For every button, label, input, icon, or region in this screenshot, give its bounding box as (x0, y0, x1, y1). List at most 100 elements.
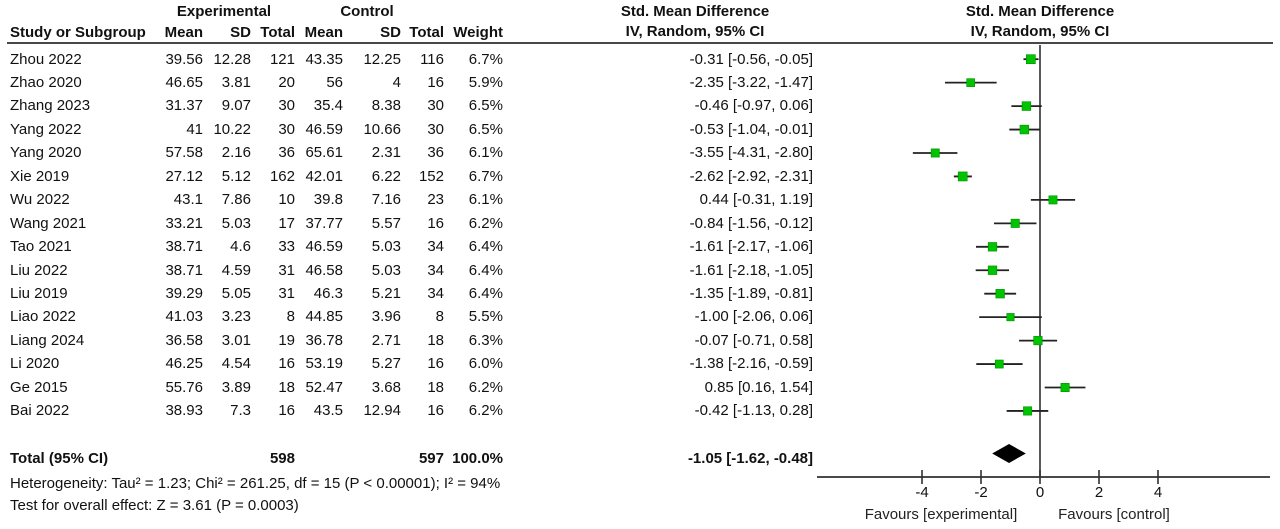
weight-value: 5.9% (468, 73, 503, 91)
pooled-diamond (992, 444, 1026, 463)
control-sd: 10.66 (363, 120, 401, 138)
effect-marker (1060, 383, 1070, 392)
study-row: Wu 2022 43.1 7.86 10 39.8 7.16 23 6.1% 0.44 [-0.… (10, 188, 813, 211)
experimental-mean: 46.25 (165, 355, 203, 373)
control-mean: 56 (326, 73, 343, 91)
experimental-mean: 38.71 (165, 261, 203, 279)
study-row: Zhang 2023 31.37 9.07 30 35.4 8.38 30 6.5% -0.46… (10, 94, 813, 117)
experimental-sd: 3.89 (221, 378, 251, 396)
experimental-sd: 3.01 (221, 331, 251, 349)
experimental-mean: 39.29 (165, 285, 203, 302)
smd-ci-text: -3.55 [-4.31, -2.80] (689, 144, 813, 162)
study-name: Yang 2020 (10, 144, 82, 162)
study-name: Zhao 2020 (10, 73, 82, 91)
experimental-mean: 38.93 (165, 402, 203, 420)
control-total: 16 (427, 355, 444, 373)
control-total: 34 (427, 238, 444, 256)
study-row: Liang 2024 36.58 3.01 19 36.78 2.71 18 6.3% -0.0… (10, 329, 813, 352)
control-sd: 12.25 (363, 50, 401, 68)
control-total: 34 (427, 261, 444, 279)
control-sd: 2.31 (371, 144, 401, 162)
smd-ci-text: 0.44 [-0.31, 1.19] (699, 191, 813, 209)
experimental-sd: 5.12 (221, 167, 251, 185)
control-mean: 46.59 (305, 120, 343, 138)
weight-value: 6.7% (468, 167, 503, 185)
total-row: Total (95% CI) 598 597 100.0% -1.05 [-1.… (10, 447, 813, 470)
group-header-experimental: Experimental (176, 3, 272, 20)
effect-marker (994, 359, 1004, 369)
smd-ci-text: -0.31 [-0.56, -0.05] (689, 50, 813, 68)
weight-value: 6.7% (468, 50, 503, 68)
control-mean: 35.4 (313, 97, 343, 115)
control-mean: 52.47 (305, 378, 343, 396)
experimental-total: 30 (278, 120, 295, 138)
control-sd: 3.96 (371, 308, 401, 326)
experimental-sd: 3.23 (221, 308, 251, 326)
study-name: Liang 2024 (10, 331, 85, 349)
study-name: Xie 2019 (10, 167, 70, 185)
effect-marker (987, 265, 998, 275)
column-header-row: Study or Subgroup Mean SD Total Mean SD … (10, 23, 813, 43)
weight-value: 6.2% (468, 402, 503, 420)
control-sd: 3.68 (371, 378, 401, 396)
experimental-sd: 7.3 (230, 402, 251, 420)
col-header-exp-sd: SD (230, 24, 251, 41)
control-total: 30 (427, 120, 444, 138)
smd-ci-text: 0.85 [0.16, 1.54] (704, 378, 813, 396)
smd-ci-text: -2.62 [-2.92, -2.31] (689, 167, 813, 185)
experimental-sd: 5.05 (221, 285, 251, 302)
control-total: 8 (435, 308, 444, 326)
experimental-total: 162 (269, 167, 295, 185)
experimental-total: 18 (278, 378, 295, 396)
study-name: Wang 2021 (10, 214, 87, 232)
col-header-exp-mean: Mean (164, 24, 203, 41)
experimental-mean: 38.71 (165, 238, 203, 256)
experimental-sd: 7.86 (221, 191, 251, 209)
total-exp-total: 598 (269, 449, 295, 467)
effect-marker (1026, 54, 1036, 65)
study-row: Wang 2021 33.21 5.03 17 37.77 5.57 16 6.2% -0.84… (10, 212, 813, 235)
experimental-mean: 31.37 (165, 97, 203, 115)
control-sd: 4 (392, 73, 401, 91)
experimental-total: 8 (286, 308, 295, 326)
study-name: Zhang 2023 (10, 97, 91, 115)
total-ctl-total: 597 (418, 449, 444, 467)
study-name: Li 2020 (10, 355, 60, 373)
weight-value: 6.1% (468, 191, 503, 209)
effect-marker (1048, 195, 1058, 205)
favours-control-label: Favours [control] (1058, 506, 1170, 523)
study-name: Zhou 2022 (10, 50, 82, 68)
experimental-mean: 43.1 (173, 191, 203, 209)
x-tick-label: -4 (915, 484, 928, 501)
study-row: Yang 2022 41 10.22 30 46.59 10.66 30 6.5% -0.53 … (10, 118, 813, 141)
smd-ci-text: -0.07 [-0.71, 0.58] (694, 331, 813, 349)
favours-experimental-label: Favours [experimental] (865, 506, 1018, 523)
experimental-total: 31 (278, 285, 295, 302)
smd-ci-text: -0.42 [-1.13, 0.28] (694, 402, 813, 420)
experimental-mean: 36.58 (165, 331, 203, 349)
control-total: 16 (427, 214, 444, 232)
control-mean: 37.77 (305, 214, 343, 232)
effect-marker (1006, 313, 1015, 322)
study-name: Liu 2019 (10, 285, 68, 302)
study-name: Liu 2022 (10, 261, 68, 279)
weight-value: 6.3% (468, 331, 503, 349)
experimental-sd: 4.6 (230, 238, 251, 256)
weight-value: 6.2% (468, 214, 503, 232)
smd-ci-text: -0.53 [-1.04, -0.01] (689, 120, 813, 138)
control-mean: 43.5 (313, 402, 343, 420)
study-name: Ge 2015 (10, 378, 68, 396)
control-mean: 46.59 (305, 238, 343, 256)
control-mean: 46.3 (313, 285, 343, 302)
col-header-ci-plot: IV, Random, 95% CI (970, 23, 1110, 40)
group-header-smd-plot: Std. Mean Difference (965, 3, 1115, 20)
experimental-mean: 33.21 (165, 214, 203, 232)
control-sd: 5.03 (371, 238, 401, 256)
weight-value: 6.2% (468, 378, 503, 396)
experimental-sd: 12.28 (213, 50, 251, 68)
effect-marker (1033, 336, 1043, 346)
effect-marker (957, 171, 968, 182)
weight-value: 6.5% (468, 97, 503, 115)
